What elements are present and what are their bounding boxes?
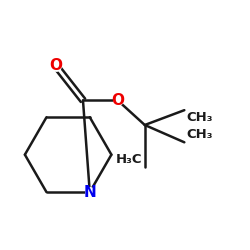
Text: O: O [49,58,62,73]
Text: CH₃: CH₃ [187,112,213,124]
Text: O: O [111,93,124,108]
Text: N: N [84,185,96,200]
Text: H₃C: H₃C [116,153,142,166]
Text: CH₃: CH₃ [187,128,213,141]
